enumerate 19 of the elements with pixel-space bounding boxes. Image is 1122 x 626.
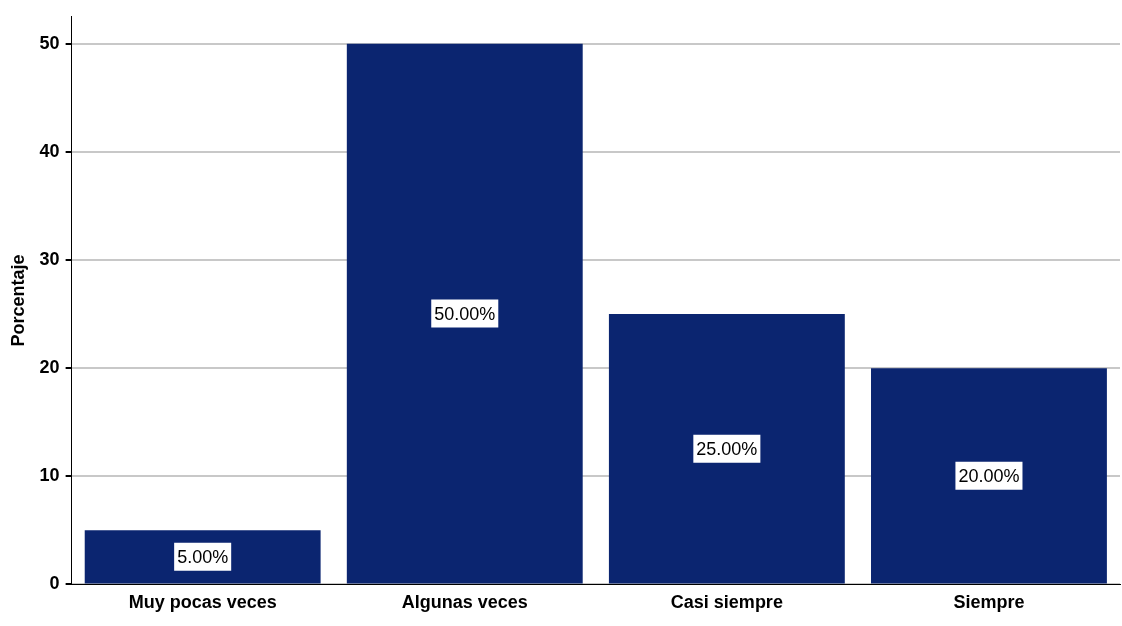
y-tick-label: 10: [39, 465, 60, 486]
data-label: 20.00%: [958, 465, 1020, 486]
x-tick-label: Muy pocas veces: [128, 592, 277, 613]
data-label: 5.00%: [177, 546, 229, 567]
x-tick-label: Casi siempre: [670, 592, 783, 613]
y-tick-label: 20: [39, 357, 60, 378]
y-tick-label: 30: [39, 249, 60, 270]
y-axis-title: Porcentaje: [7, 254, 28, 347]
bar: [346, 43, 583, 584]
x-tick-label: Siempre: [953, 592, 1025, 613]
data-label: 25.00%: [696, 438, 758, 459]
bar: [608, 314, 845, 584]
bar: [871, 368, 1107, 584]
x-tick-label: Algunas veces: [401, 592, 528, 613]
y-tick-label: 0: [49, 573, 60, 594]
y-tick-label: 40: [39, 140, 60, 161]
data-label: 50.00%: [434, 303, 496, 324]
bar: [84, 530, 321, 584]
y-tick-label: 50: [39, 32, 60, 53]
